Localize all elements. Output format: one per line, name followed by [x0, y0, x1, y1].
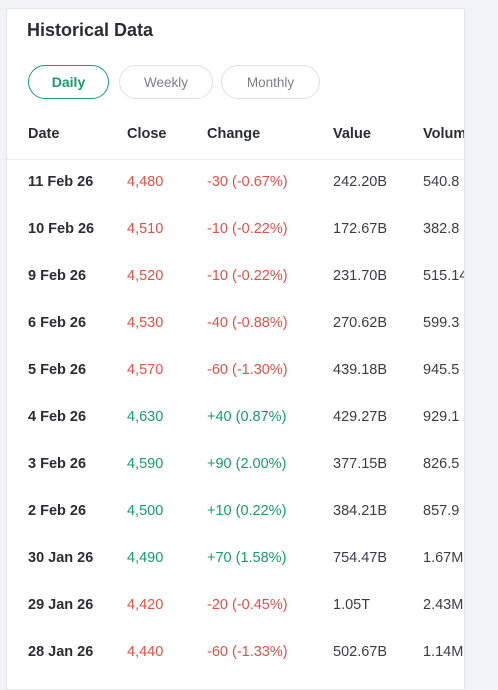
cell-volume: 382.8 — [423, 221, 460, 237]
cell-close: 4,520 — [127, 268, 164, 284]
cell-value: 384.21B — [333, 503, 388, 519]
table-row: 9 Feb 26 4,520 -10 (-0.22%) 231.70B 515.… — [7, 253, 465, 300]
tab-daily[interactable]: Daily — [28, 65, 109, 99]
card-title: Historical Data — [27, 20, 154, 40]
cell-change: -10 (-0.22%) — [207, 268, 288, 284]
column-header-change[interactable]: Change — [207, 126, 261, 142]
table-row: 4 Feb 26 4,630 +40 (0.87%) 429.27B 929.1 — [7, 394, 464, 441]
table-row: 30 Jan 26 4,490 +70 (1.58%) 754.47B 1.67… — [7, 535, 464, 582]
cell-close: 4,630 — [127, 409, 164, 425]
column-header-close[interactable]: Close — [127, 126, 167, 142]
cell-value: 172.67B — [333, 221, 388, 237]
cell-date: 2 Feb 26 — [28, 503, 87, 519]
cell-value: 502.67B — [333, 644, 388, 660]
cell-value: 754.47B — [333, 550, 388, 566]
table-header: Date Close Change Value Volum — [7, 123, 465, 160]
cell-close: 4,510 — [127, 221, 164, 237]
table-row: 2 Feb 26 4,500 +10 (0.22%) 384.21B 857.9 — [7, 488, 464, 535]
cell-volume: 929.1 — [423, 409, 460, 425]
cell-date: 6 Feb 26 — [28, 315, 87, 331]
cell-value: 231.70B — [333, 268, 388, 284]
column-header-date[interactable]: Date — [28, 126, 60, 142]
cell-date: 10 Feb 26 — [28, 221, 95, 237]
cell-close: 4,420 — [127, 597, 164, 613]
cell-volume: 945.5 — [423, 362, 460, 378]
cell-date: 30 Jan 26 — [28, 550, 94, 566]
cell-volume: 599.3 — [423, 315, 460, 331]
cell-change: +70 (1.58%) — [207, 550, 287, 566]
tab-monthly[interactable]: Monthly — [221, 65, 320, 99]
tab-weekly[interactable]: Weekly — [119, 65, 213, 99]
cell-change: -20 (-0.45%) — [207, 597, 288, 613]
cell-close: 4,500 — [127, 503, 164, 519]
cell-date: 28 Jan 26 — [28, 644, 94, 660]
cell-change: +90 (2.00%) — [207, 456, 287, 472]
cell-value: 242.20B — [333, 174, 388, 190]
historical-data-card: Historical Data Daily Weekly Monthly Dat… — [6, 8, 465, 690]
cell-date: 29 Jan 26 — [28, 597, 94, 613]
cell-date: 5 Feb 26 — [28, 362, 87, 378]
cell-volume: 1.67M — [423, 550, 464, 566]
column-header-volume[interactable]: Volum — [423, 126, 465, 142]
cell-volume: 2.43M — [423, 597, 464, 613]
cell-date: 9 Feb 26 — [28, 268, 87, 284]
table-row: 28 Jan 26 4,440 -60 (-1.33%) 502.67B 1.1… — [7, 629, 464, 676]
cell-value: 377.15B — [333, 456, 388, 472]
cell-change: -60 (-1.30%) — [207, 362, 288, 378]
cell-close: 4,440 — [127, 644, 164, 660]
cell-value: 1.05T — [333, 597, 371, 613]
cell-date: 3 Feb 26 — [28, 456, 87, 472]
cell-close: 4,480 — [127, 174, 164, 190]
cell-change: +10 (0.22%) — [207, 503, 287, 519]
cell-volume: 540.8 — [423, 174, 460, 190]
table-row: 10 Feb 26 4,510 -10 (-0.22%) 172.67B 382… — [7, 206, 464, 253]
table-row: 29 Jan 26 4,420 -20 (-0.45%) 1.05T 2.43M — [7, 582, 464, 629]
cell-value: 270.62B — [333, 315, 388, 331]
cell-volume: 857.9 — [423, 503, 460, 519]
cell-date: 11 Feb 26 — [28, 174, 94, 190]
cell-volume: 826.5 — [423, 456, 460, 472]
cell-volume: 1.14M — [423, 644, 464, 660]
cell-change: -60 (-1.33%) — [207, 644, 288, 660]
cell-change: +40 (0.87%) — [207, 409, 287, 425]
column-header-value[interactable]: Value — [333, 126, 371, 142]
cell-change: -30 (-0.67%) — [207, 174, 288, 190]
cell-value: 439.18B — [333, 362, 388, 378]
cell-close: 4,530 — [127, 315, 164, 331]
cell-volume: 515.14 — [423, 268, 465, 284]
table-row: 6 Feb 26 4,530 -40 (-0.88%) 270.62B 599.… — [7, 300, 464, 347]
cell-change: -10 (-0.22%) — [207, 221, 288, 237]
table-row: 11 Feb 26 4,480 -30 (-0.67%) 242.20B 540… — [7, 159, 464, 206]
cell-date: 4 Feb 26 — [28, 409, 87, 425]
cell-close: 4,570 — [127, 362, 164, 378]
cell-close: 4,490 — [127, 550, 164, 566]
cell-value: 429.27B — [333, 409, 388, 425]
cell-change: -40 (-0.88%) — [207, 315, 288, 331]
table-row: 5 Feb 26 4,570 -60 (-1.30%) 439.18B 945.… — [7, 347, 464, 394]
table-row: 3 Feb 26 4,590 +90 (2.00%) 377.15B 826.5 — [7, 441, 464, 488]
cell-close: 4,590 — [127, 456, 164, 472]
